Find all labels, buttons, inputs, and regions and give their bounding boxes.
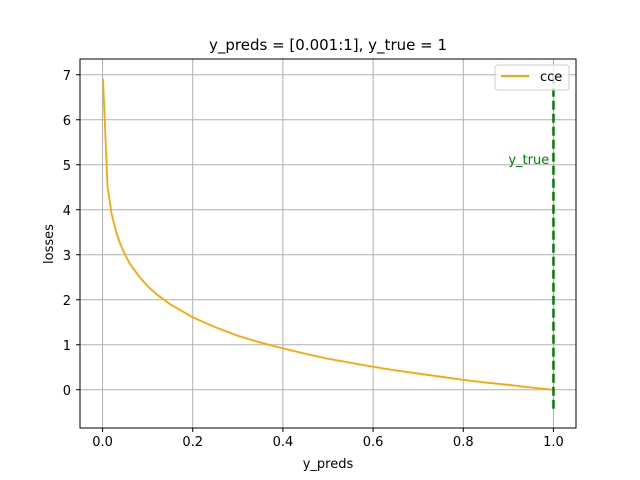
y-tick-label: 0 <box>63 384 71 399</box>
x-tick-label: 0.2 <box>182 435 203 450</box>
x-tick-label: 0.8 <box>453 435 474 450</box>
y-tick-label: 2 <box>63 294 71 309</box>
series-line-cce <box>102 78 554 391</box>
chart-title: y_preds = [0.001:1], y_true = 1 <box>209 36 447 55</box>
y-tick-label: 3 <box>63 249 71 264</box>
y-tick-label: 5 <box>63 159 71 174</box>
plot-frame <box>79 58 577 429</box>
x-tick-label: 0.6 <box>363 435 384 450</box>
legend: cce <box>494 64 570 91</box>
y-tick-label: 6 <box>63 114 71 129</box>
x-tick-label: 1.0 <box>543 435 564 450</box>
annotation-layer: y_true <box>508 74 555 413</box>
y-tick-label: 7 <box>63 69 71 84</box>
series-layer <box>102 78 554 391</box>
y-tick-label: 1 <box>63 339 71 354</box>
x-axis-label: y_preds <box>303 457 354 472</box>
x-tick-label: 0.4 <box>273 435 294 450</box>
y-tick-label: 4 <box>63 204 71 219</box>
legend-label-cce: cce <box>540 70 562 85</box>
legend-box <box>494 64 570 91</box>
y-axis-ticks: 0 1 2 3 4 5 6 7 <box>63 69 80 399</box>
y-axis-label: losses <box>42 224 57 264</box>
y-true-annotation: y_true <box>508 153 549 168</box>
x-axis-ticks: 0.0 0.2 0.4 0.6 0.8 1.0 <box>92 428 564 450</box>
x-tick-label: 0.0 <box>92 435 113 450</box>
